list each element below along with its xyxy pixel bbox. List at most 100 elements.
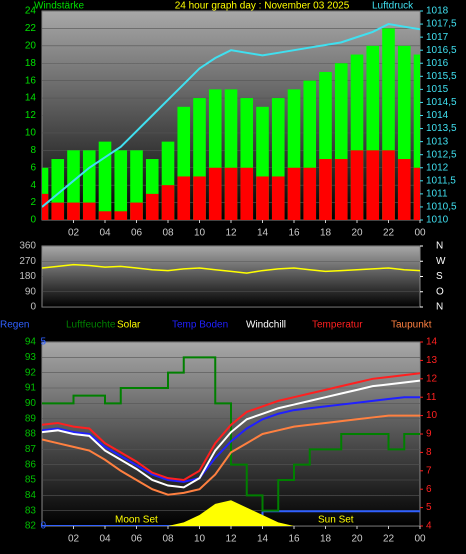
y-tick-label: 4 (30, 180, 36, 191)
y2-tick-label: 7 (426, 465, 432, 476)
y-tick-label: 86 (25, 459, 37, 470)
y3-tick-label: 5 (40, 337, 46, 348)
bar (319, 159, 332, 220)
y3-tick-label: 0 (40, 521, 46, 532)
legend-entry: Windchill (246, 320, 286, 331)
y2-tick-label: 1014 (426, 110, 449, 121)
x-tick-label: 04 (99, 228, 111, 239)
bar (67, 202, 80, 220)
y-tick-label: 2 (30, 197, 36, 208)
y-tick-label: 270 (19, 256, 36, 267)
legend-entry: Taupunkt (391, 320, 432, 331)
y2-tick-label: S (436, 271, 443, 282)
line (42, 396, 420, 483)
bar (161, 185, 175, 220)
x-tick-label: 00 (414, 534, 426, 545)
area (42, 500, 420, 526)
x-tick-label: 12 (225, 228, 237, 239)
x-tick-label: 08 (162, 534, 174, 545)
x-tick-label: 02 (68, 228, 80, 239)
plot-area (42, 246, 420, 307)
y2-tick-label: 1015 (426, 84, 449, 95)
legend-entry: Temp Boden (172, 320, 228, 331)
bar (366, 150, 380, 220)
y2-tick-label: 11 (426, 392, 437, 403)
line (42, 510, 420, 526)
y-tick-label: 8 (30, 145, 36, 156)
bar (98, 141, 112, 220)
x-tick-label: 06 (131, 228, 143, 239)
y2-tick-label: 14 (426, 337, 438, 348)
y-tick-label: 14 (25, 93, 37, 104)
y2-tick-label: 1012 (426, 162, 449, 173)
x-tick-label: 20 (351, 534, 363, 545)
x-tick-label: 14 (257, 228, 269, 239)
x-tick-label: 10 (194, 534, 206, 545)
x-tick-label: 06 (131, 534, 143, 545)
y-tick-label: 10 (25, 128, 37, 139)
y2-tick-label: 1011 (426, 189, 448, 200)
y-tick-label: 0 (30, 302, 36, 313)
y2-axis-label: Luftdruck (372, 1, 414, 12)
chart-title: 24 hour graph day : November 03 2025 (175, 1, 350, 12)
y-tick-label: 92 (25, 367, 37, 378)
bar (42, 193, 49, 220)
y2-tick-label: 1014,5 (426, 97, 457, 108)
y-tick-label: 22 (25, 23, 37, 34)
y-tick-label: 20 (25, 40, 37, 51)
y2-tick-label: 1010 (426, 215, 449, 226)
y-tick-label: 0 (30, 215, 36, 226)
x-tick-label: 08 (162, 228, 174, 239)
y2-tick-label: 1013,5 (426, 123, 457, 134)
y2-tick-label: 1011,5 (426, 175, 456, 186)
y-tick-label: 180 (19, 271, 36, 282)
y-tick-label: 85 (25, 475, 37, 486)
x-tick-label: 04 (99, 534, 111, 545)
bar (130, 202, 143, 220)
x-tick-label: 18 (320, 228, 332, 239)
y-tick-label: 360 (19, 241, 36, 252)
bar (224, 167, 238, 220)
x-tick-label: 10 (194, 228, 206, 239)
y2-tick-label: 1016,5 (426, 45, 457, 56)
plot-area (42, 342, 420, 526)
y2-tick-label: 1013 (426, 136, 449, 147)
bar (240, 167, 254, 220)
y2-tick-label: 1016 (426, 58, 449, 69)
y2-tick-label: 1017 (426, 32, 449, 43)
line (42, 379, 420, 489)
y-tick-label: 89 (25, 413, 37, 424)
y-tick-label: 87 (25, 444, 37, 455)
bar (413, 167, 420, 220)
y2-tick-label: 12 (426, 373, 438, 384)
y2-tick-label: 1015,5 (426, 71, 457, 82)
legend-entry: Temperatur (312, 320, 363, 331)
y-tick-label: 16 (25, 75, 37, 86)
x-tick-label: 16 (288, 534, 300, 545)
line (42, 23, 420, 208)
y-tick-label: 6 (30, 162, 36, 173)
y-tick-label: 91 (25, 383, 37, 394)
y2-tick-label: 8 (426, 447, 432, 458)
y2-tick-label: 10 (426, 410, 438, 421)
line (42, 372, 420, 482)
line (42, 263, 420, 274)
legend-entry: Regen (0, 320, 29, 331)
y-tick-label: 83 (25, 505, 37, 516)
bar (303, 167, 317, 220)
bar (98, 211, 112, 220)
bar (397, 159, 411, 220)
x-tick-label: 02 (68, 534, 80, 545)
y2-tick-label: 1017,5 (426, 19, 457, 30)
y2-tick-label: 6 (426, 484, 432, 495)
legend-entry: Solar (117, 320, 141, 331)
bar (334, 159, 348, 220)
bar (114, 211, 128, 220)
line (42, 356, 420, 512)
y2-tick-label: 1018 (426, 6, 449, 17)
y2-tick-label: 4 (426, 521, 432, 532)
y-tick-label: 93 (25, 352, 37, 363)
bar (382, 150, 395, 220)
legend-entry: Luftfeuchte (66, 320, 116, 331)
